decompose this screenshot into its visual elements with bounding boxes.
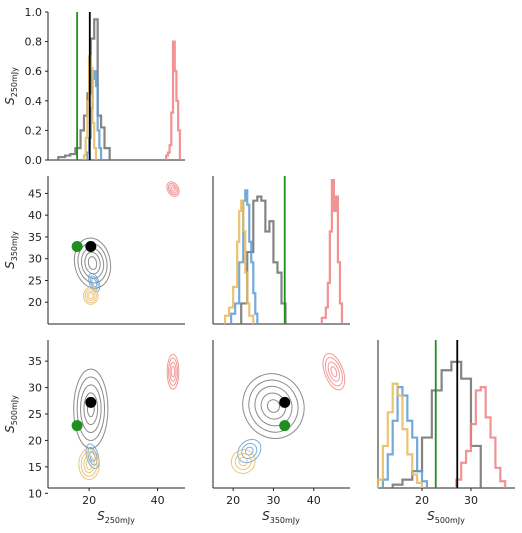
- hist-S500-gray: [391, 360, 482, 488]
- kde-bottom-S350-xtick-label: 30: [266, 494, 280, 507]
- kde-S500_vs_S250-orange-level-0: [85, 458, 93, 471]
- kde-S350_vs_S250-gray-level-0: [87, 256, 98, 271]
- hist-S250-ytick-label: 0.2: [25, 124, 43, 137]
- kde-S500_vs_S350-blue-level-2: [237, 438, 262, 464]
- kde-S500_vs_S350-gray-level-0: [266, 399, 281, 413]
- kde-S350_vs_S250-red-level-1: [169, 184, 177, 194]
- kde-S500_vs_S350-black-marker: [279, 396, 291, 408]
- kde-S500_vs_S250-gray-level-4: [73, 368, 109, 449]
- xlabel-S500: S500mJy: [427, 509, 465, 525]
- kde-S500_vs_S350-orange-level-1: [234, 453, 252, 471]
- hist-S250-red: [165, 40, 181, 160]
- kde-S500_vs_S350-orange-level-2: [230, 449, 256, 474]
- kde-bottom-S250-xtick-label: 40: [151, 494, 165, 507]
- kde-S350_vs_S250-green-marker: [71, 241, 83, 253]
- hist-S250-ytick-label: 1.0: [25, 6, 43, 19]
- hist-S500-orange: [376, 382, 424, 488]
- kde-S500_vs_S250-green-marker: [71, 420, 83, 432]
- hist-S350-gray: [240, 195, 287, 324]
- kde-S350-ytick-label: 45: [28, 187, 42, 200]
- kde-S500_vs_S250-orange-level-3: [78, 448, 100, 481]
- kde-S500-ytick-label: 10: [28, 487, 42, 500]
- kde-S500_vs_S350-gray-level-4: [242, 373, 305, 439]
- kde-S500-ytick-label: 25: [28, 408, 42, 421]
- kde-S500_vs_S350-green-marker: [279, 420, 291, 432]
- kde-S500_vs_S250-red-level-1: [169, 361, 177, 382]
- ylabel-S250: S250mJy: [3, 67, 19, 105]
- kde-S350-ytick-label: 35: [28, 231, 42, 244]
- kde-S500_vs_S250-orange-level-2: [80, 451, 98, 477]
- kde-S500-ytick-label: 35: [28, 355, 42, 368]
- ylabel-S500: S500mJy: [3, 395, 19, 433]
- hist-S500-blue: [381, 385, 429, 488]
- kde-bottom-S350-xtick-label: 40: [307, 494, 321, 507]
- kde-S350_vs_S250-orange-level-2: [84, 288, 97, 304]
- hist-S350-orange: [223, 199, 255, 324]
- kde-S500_vs_S250-gray-level-3: [76, 376, 106, 441]
- kde-S350_vs_S250-black-marker: [85, 241, 97, 253]
- kde-bottom-S250-xtick-label: 20: [82, 494, 96, 507]
- kde-S500_vs_S350-red-level-1: [327, 361, 341, 382]
- kde-S500_vs_S250-red-level-0: [170, 365, 176, 378]
- kde-S350_vs_S250-orange-level-0: [88, 292, 94, 300]
- kde-S500_vs_S350-red-level-2: [324, 357, 343, 387]
- kde-S350_vs_S250-orange-level-1: [86, 290, 96, 301]
- kde-S350_vs_S250-orange-level-3: [83, 286, 99, 305]
- hist-S250-ytick-label: 0.0: [25, 154, 43, 167]
- hist-bottom-S500-xtick-label: 30: [464, 494, 478, 507]
- kde-S350_vs_S250-red-level-0: [170, 186, 176, 192]
- kde-S350_vs_S250-blue-level-1: [89, 275, 99, 290]
- kde-S500_vs_S250-orange-level-1: [83, 455, 95, 474]
- hist-S350-blue: [230, 189, 259, 324]
- kde-S500_vs_S250-red-level-3: [166, 353, 180, 390]
- hist-S500-red: [455, 385, 507, 488]
- kde-S500_vs_S250-gray-level-1: [83, 392, 99, 426]
- kde-S500-ytick-label: 15: [28, 461, 42, 474]
- kde-S500_vs_S350-red-level-0: [330, 366, 338, 378]
- kde-S500_vs_S250-red-level-2: [168, 357, 178, 386]
- kde-S500_vs_S350-orange-level-0: [238, 456, 248, 467]
- kde-S350-ytick-label: 40: [28, 209, 42, 222]
- kde-S500_vs_S350-gray-level-3: [248, 379, 299, 433]
- kde-S500_vs_S250-gray-level-2: [80, 384, 102, 434]
- hist-S250-gray: [57, 18, 111, 160]
- kde-S350_vs_S250-gray-level-1: [84, 251, 101, 275]
- kde-S350-ytick-label: 25: [28, 274, 42, 287]
- axis-labels: S250mJy S350mJy S500mJy S250mJy S350mJy S500m…: [3, 67, 465, 525]
- kde-S500-ytick-label: 30: [28, 382, 42, 395]
- hist-S250-ytick-label: 0.8: [25, 36, 43, 49]
- kde-S500_vs_S250-blue-level-2: [85, 443, 100, 470]
- kde-S350-ytick-label: 20: [28, 296, 42, 309]
- kde-S500_vs_S350-red-level-3: [322, 353, 346, 391]
- kde-S350-ytick-label: 30: [28, 253, 42, 266]
- kde-S350_vs_S250-gray-level-4: [73, 237, 112, 289]
- hist-S250-ytick-label: 0.4: [25, 95, 43, 108]
- kde-S500_vs_S250-blue-level-1: [87, 447, 98, 466]
- kde-S500-ytick-label: 20: [28, 434, 42, 447]
- hist-bottom-S500-xtick-label: 20: [415, 494, 429, 507]
- kde-bottom-S350-xtick-label: 20: [226, 494, 240, 507]
- kde-S350_vs_S250-red-level-2: [167, 182, 179, 196]
- panels: 0.0 0.2 0.4 0.6 0.8 1.0 20 25 30 35 40 45 10 15 20 25 30…: [25, 6, 515, 507]
- kde-S500_vs_S250-black-marker: [85, 396, 97, 408]
- kde-S500_vs_S350-gray-level-2: [254, 385, 293, 427]
- hist-S350-red: [320, 179, 344, 324]
- kde-S350_vs_S250-red-level-3: [166, 181, 180, 197]
- xlabel-S350: S350mJy: [262, 509, 300, 525]
- hist-S250-ytick-label: 0.6: [25, 65, 43, 78]
- ylabel-S350: S350mJy: [3, 231, 19, 269]
- xlabel-S250: S250mJy: [97, 509, 135, 525]
- kde-S350_vs_S250-blue-level-0: [91, 277, 98, 288]
